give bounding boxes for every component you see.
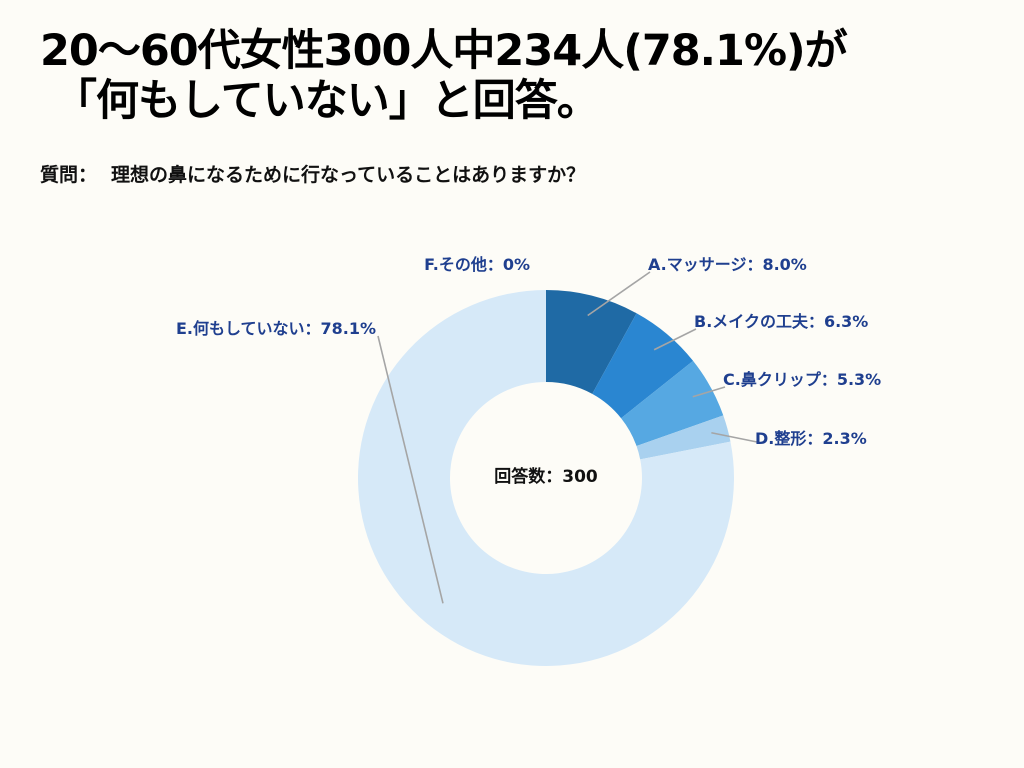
slice-e: [357, 290, 734, 666]
title-line-1: 20〜60代女性300人中234人(78.1%)が: [40, 26, 848, 76]
slice-c: [621, 360, 724, 447]
slice-b-label: B.メイクの工夫：6.3%: [694, 312, 868, 331]
slice-d-label: D.整形：2.3%: [755, 429, 867, 448]
slice-b-leader: [653, 328, 697, 351]
question-text: 質問： 理想の鼻になるために行なっていることはありますか？: [40, 160, 585, 187]
slice-a-leader: [587, 271, 651, 317]
question-body: 理想の鼻になるために行なっていることはありますか？: [111, 164, 586, 186]
question-prefix: 質問：: [40, 164, 98, 186]
slice-d: [636, 415, 731, 460]
slice-c-label: C.鼻クリップ：5.3%: [723, 370, 881, 389]
slice-b: [592, 313, 694, 419]
title-line-2: 「何もしていない」と回答。: [54, 76, 600, 126]
slice-f-label: F.その他：0%: [424, 255, 530, 274]
chart-title: 20〜60代女性300人中234人(78.1%)が 「何もしていない」と回答。: [40, 26, 1000, 126]
donut-slices: [357, 290, 734, 666]
slice-a: [546, 290, 637, 394]
slice-e-label: E.何もしていない：78.1%: [176, 319, 376, 338]
slice-labels: A.マッサージ：8.0% B.メイクの工夫：6.3% C.鼻クリップ：5.3% D.整…: [176, 255, 881, 448]
center-label: 回答数：300: [494, 466, 598, 487]
slice-a-label: A.マッサージ：8.0%: [648, 255, 807, 274]
slice-d-leader: [711, 431, 758, 443]
slice-c-leader: [692, 386, 726, 398]
slice-e-leader: [377, 335, 444, 604]
leader-lines: [377, 271, 758, 604]
